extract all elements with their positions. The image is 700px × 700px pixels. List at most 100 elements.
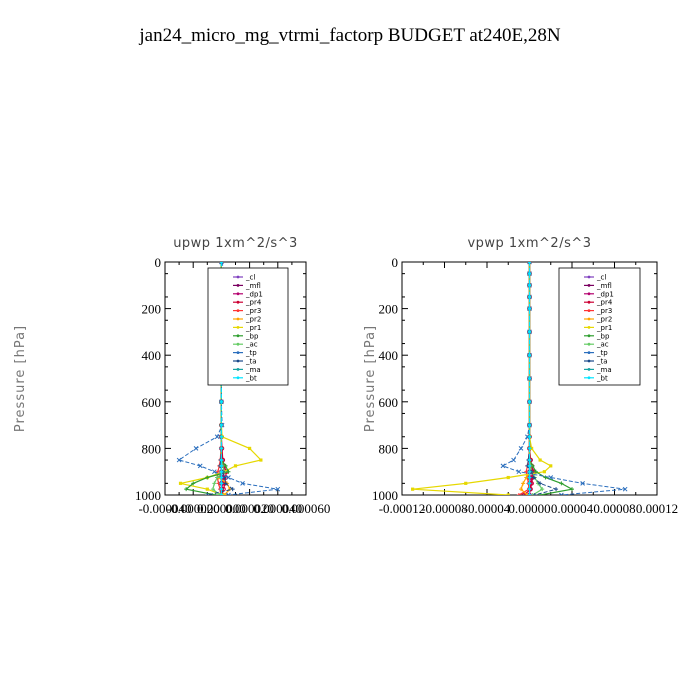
vpwp-y-tick-label: 0 <box>392 255 399 270</box>
upwp-legend-marker-bp <box>236 334 240 338</box>
vpwp-x-tick-label: 0.00004 <box>551 501 594 516</box>
vpwp-x-tick-label: 0.00012 <box>636 501 678 516</box>
upwp-point-bt <box>219 469 224 474</box>
upwp-point-ac <box>217 493 222 495</box>
vpwp-x-tick-label: -0.00004 <box>464 501 511 516</box>
upwp-legend-marker-pr3 <box>236 309 240 312</box>
upwp-point-tp <box>275 486 281 492</box>
vpwp-point-bp <box>570 487 574 492</box>
upwp-legend-label-ta: _ta <box>245 358 257 366</box>
upwp-point-bt <box>219 262 224 264</box>
upwp-legend-label-bp: _bp <box>245 332 259 340</box>
upwp-point-tp <box>211 469 217 475</box>
upwp-legend-label-pr2: _pr2 <box>245 316 261 324</box>
vpwp-legend-label-pr1: _pr1 <box>596 324 612 332</box>
upwp-point-ta <box>223 481 228 486</box>
upwp-point-pr1 <box>233 464 238 468</box>
vpwp-legend-label-bp: _bp <box>596 332 610 340</box>
upwp-legend-label-tp: _tp <box>245 349 257 357</box>
upwp-legend-box <box>207 267 289 386</box>
upwp-legend-label-cl: _cl <box>245 274 255 282</box>
vpwp-point-bt <box>527 376 532 381</box>
vpwp-series-group <box>411 262 628 495</box>
vpwp-legend-label-ta: _ta <box>596 358 608 366</box>
vpwp-point-bp <box>533 469 538 474</box>
upwp-x-tick-label: -0.000020 <box>167 501 220 516</box>
upwp-legend-marker-tp <box>236 351 240 354</box>
upwp-legend-marker-ma <box>236 368 240 371</box>
vpwp-x-tick-label: 0.00008 <box>593 501 635 516</box>
vpwp-legend-marker-ac <box>587 342 591 346</box>
upwp-point-pr1 <box>178 481 183 485</box>
vpwp-legend-marker-bp <box>587 334 591 338</box>
vpwp-point-bt <box>527 399 532 404</box>
vpwp-point-bt <box>527 329 532 334</box>
vpwp-point-pr1 <box>538 458 542 462</box>
upwp-y-tick-label: 1000 <box>135 488 161 503</box>
vpwp-legend-marker-pr1 <box>587 326 591 329</box>
upwp-legend-marker-pr1 <box>236 326 240 329</box>
vpwp-legend-marker-pr4 <box>587 300 591 304</box>
upwp-point-bt <box>219 481 224 486</box>
vpwp-point-tp <box>525 434 530 440</box>
upwp-point-pr1 <box>248 446 252 450</box>
vpwp-legend-label-pr2: _pr2 <box>596 316 612 324</box>
upwp-legend-label-dp1: _dp1 <box>245 290 263 298</box>
upwp-point-bt <box>219 487 224 492</box>
vpwp-legend-label-mfl: _mfl <box>596 282 612 290</box>
vpwp-point-pr2 <box>521 481 526 486</box>
vpwp-point-ta <box>538 481 543 486</box>
upwp-legend-marker-dp1 <box>236 292 240 296</box>
upwp-y-axis-label: Pressure [hPa] <box>13 325 28 432</box>
vpwp-legend-box <box>558 267 641 386</box>
upwp-title: upwp 1xm^2/s^3 <box>173 236 298 251</box>
vpwp-point-bp <box>559 481 564 486</box>
upwp-point-tp <box>226 492 231 495</box>
upwp-legend-marker-bt <box>236 376 240 380</box>
vpwp-point-tp <box>500 463 506 469</box>
upwp-point-bt <box>219 446 224 451</box>
vpwp-point-bt <box>527 458 532 463</box>
vpwp-point-bt <box>527 423 532 428</box>
upwp-point-ac <box>210 487 215 492</box>
upwp-point-bt <box>219 434 224 439</box>
vpwp-legend-marker-pr3 <box>587 309 591 312</box>
vpwp-point-tp <box>527 262 532 265</box>
vpwp-point-bt <box>527 463 532 468</box>
vpwp-y-tick-label: 1000 <box>372 488 398 503</box>
vpwp-point-pr1 <box>542 470 546 474</box>
upwp-y-tick-label: 400 <box>142 348 162 363</box>
upwp-point-tp <box>176 457 182 463</box>
vpwp-point-ta <box>531 475 536 480</box>
upwp-legend-marker-pr4 <box>236 300 240 304</box>
vpwp-point-bt <box>527 487 532 492</box>
upwp-x-tick-label: 0.000040 <box>253 501 302 516</box>
upwp-point-tp <box>226 475 231 480</box>
vpwp-y-axis-label: Pressure [hPa] <box>363 325 378 432</box>
vpwp-point-pr1 <box>506 493 510 495</box>
vpwp-point-ac <box>540 487 545 492</box>
upwp-point-ta <box>230 487 235 492</box>
upwp-legend-label-ac: _ac <box>245 341 258 349</box>
vpwp-legend-marker-tp <box>587 351 591 354</box>
upwp-point-ac <box>212 481 217 486</box>
vpwp-y-tick-label: 800 <box>379 441 399 456</box>
upwp-point-bt <box>219 399 224 404</box>
upwp-y-tick-label: 200 <box>142 302 162 317</box>
upwp-point-pr4 <box>219 492 225 495</box>
vpwp-legend-marker-mfl <box>587 284 591 287</box>
upwp-legend-label-mfl: _mfl <box>245 282 261 290</box>
upwp-legend-label-pr4: _pr4 <box>245 299 262 307</box>
vpwp-x-tick-label: 0.00000 <box>508 501 550 516</box>
vpwp-point-bt <box>527 271 532 276</box>
upwp-legend-label-bt: _bt <box>245 374 257 382</box>
vpwp-point-pr2 <box>525 493 530 495</box>
upwp-x-tick-label: -0.000040 <box>138 501 191 516</box>
vpwp-point-pr1 <box>530 446 534 450</box>
figure-title: jan24_micro_mg_vtrmi_factorp BUDGET at24… <box>138 25 561 46</box>
upwp-point-bp <box>184 487 189 492</box>
upwp-x-tick-label: 0.000060 <box>282 501 331 516</box>
vpwp-point-tp <box>559 492 564 495</box>
vpwp-point-bt <box>527 306 532 311</box>
